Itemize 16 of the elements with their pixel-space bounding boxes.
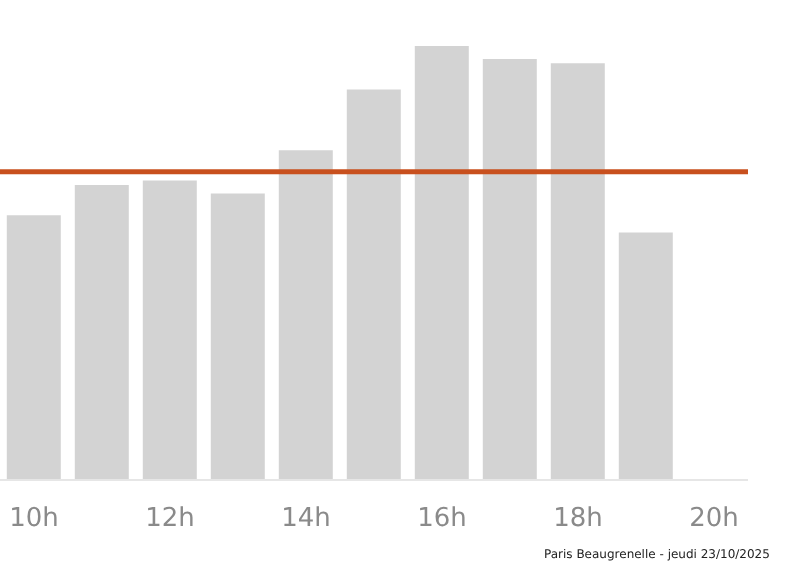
x-tick-label: 14h [281,504,331,535]
bar [482,59,537,480]
bar [210,193,265,480]
x-tick-label: 20h [689,504,739,535]
bar [142,180,197,480]
bar [278,150,333,480]
x-tick-label: 16h [417,504,467,535]
bar [414,46,469,480]
bar [74,184,129,480]
bar [550,63,605,480]
x-tick-label: 10h [9,504,59,535]
x-tick-label: 18h [553,504,603,535]
bar [346,89,401,480]
x-tick-label: 12h [145,504,195,535]
bar [6,215,61,480]
bar [618,232,673,480]
